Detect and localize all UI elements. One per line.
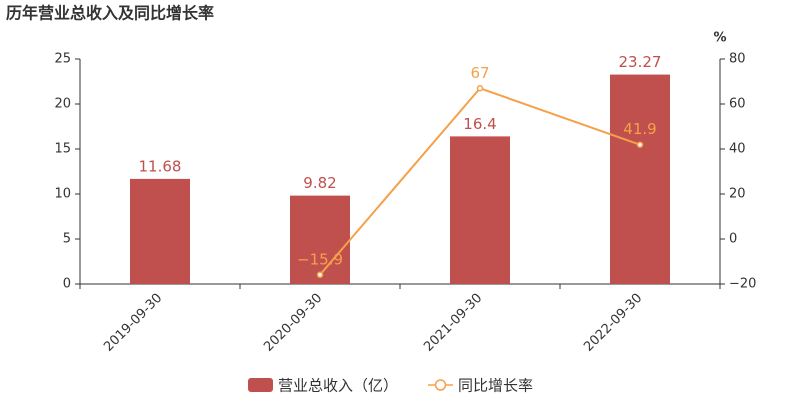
bar — [450, 136, 510, 284]
line-value-label: 67 — [470, 64, 489, 82]
legend-item: 同比增长率 — [428, 377, 533, 395]
legend-swatch-point — [434, 379, 447, 391]
y-tick-label: 0 — [63, 277, 71, 292]
y-tick-label: 25 — [54, 52, 71, 67]
x-tick-label: 2022-09-30 — [581, 291, 645, 355]
line-value-label: −15.9 — [297, 250, 343, 268]
y2-tick-label: 0 — [729, 232, 737, 247]
legend-swatch — [248, 378, 273, 392]
bar-value-label: 23.27 — [619, 53, 662, 71]
y2-axis-label: % — [713, 31, 726, 46]
legend-label: 同比增长率 — [458, 377, 533, 395]
bar — [290, 195, 350, 284]
legend-label: 营业总收入（亿） — [278, 377, 398, 395]
line-point — [636, 141, 644, 148]
line-point — [316, 271, 324, 279]
bar — [130, 178, 190, 284]
legend-item: 营业总收入（亿） — [248, 377, 398, 395]
y2-tick-label: −20 — [729, 277, 756, 292]
y2-tick-label: 80 — [729, 52, 746, 67]
bar-value-label: 11.68 — [139, 157, 182, 175]
bar — [610, 74, 670, 284]
y2-tick-label: 40 — [729, 142, 746, 157]
y-tick-label: 15 — [54, 142, 71, 157]
y2-tick-label: 60 — [729, 97, 746, 112]
bar-value-label: 16.4 — [463, 115, 496, 133]
y-tick-label: 20 — [54, 97, 71, 112]
chart-title: 历年营业总收入及同比增长率 — [6, 4, 214, 23]
x-tick-label: 2019-09-30 — [101, 291, 165, 355]
y-tick-label: 5 — [63, 232, 71, 247]
x-tick-label: 2021-09-30 — [421, 291, 485, 355]
y2-tick-label: 20 — [729, 187, 746, 202]
y-tick-label: 10 — [54, 187, 71, 202]
line-value-label: 41.9 — [623, 120, 656, 138]
x-tick-label: 2020-09-30 — [261, 291, 325, 355]
line-point — [476, 85, 484, 92]
bar-value-label: 9.82 — [303, 174, 336, 192]
